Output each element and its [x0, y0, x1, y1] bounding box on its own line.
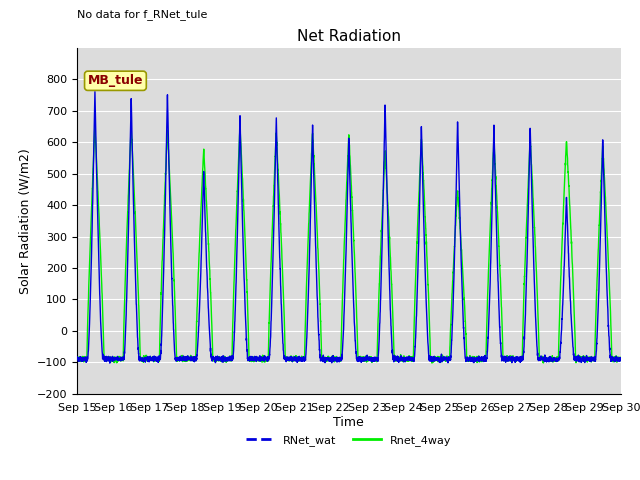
RNet_wat — [441, 355, 449, 361]
RNet_wat — [171, 351, 179, 357]
RNet_wat — [106, 360, 114, 366]
RNet_wat — [502, 360, 509, 365]
Title: Net Radiation: Net Radiation — [297, 29, 401, 44]
Rnet_4way — [617, 357, 625, 363]
RNet_wat — [329, 358, 337, 363]
Legend: RNet_wat, Rnet_4way: RNet_wat, Rnet_4way — [242, 431, 456, 450]
Rnet_4way — [91, 124, 99, 130]
RNet_wat — [91, 89, 99, 95]
RNet_wat — [616, 355, 624, 360]
Y-axis label: Solar Radiation (W/m2): Solar Radiation (W/m2) — [18, 148, 31, 294]
Rnet_4way — [471, 357, 479, 362]
Line: RNet_wat: RNet_wat — [77, 92, 621, 363]
Rnet_4way — [502, 358, 509, 364]
Rnet_4way — [329, 353, 337, 359]
RNet_wat — [73, 356, 81, 361]
Text: MB_tule: MB_tule — [88, 74, 143, 87]
Rnet_4way — [616, 358, 624, 363]
X-axis label: Time: Time — [333, 416, 364, 429]
Text: No data for f_RNet_tule: No data for f_RNet_tule — [77, 10, 207, 20]
RNet_wat — [617, 357, 625, 362]
Rnet_4way — [73, 356, 81, 362]
Rnet_4way — [441, 357, 449, 362]
Rnet_4way — [171, 295, 179, 300]
RNet_wat — [471, 357, 479, 363]
Rnet_4way — [428, 360, 436, 366]
Line: Rnet_4way: Rnet_4way — [77, 127, 621, 363]
